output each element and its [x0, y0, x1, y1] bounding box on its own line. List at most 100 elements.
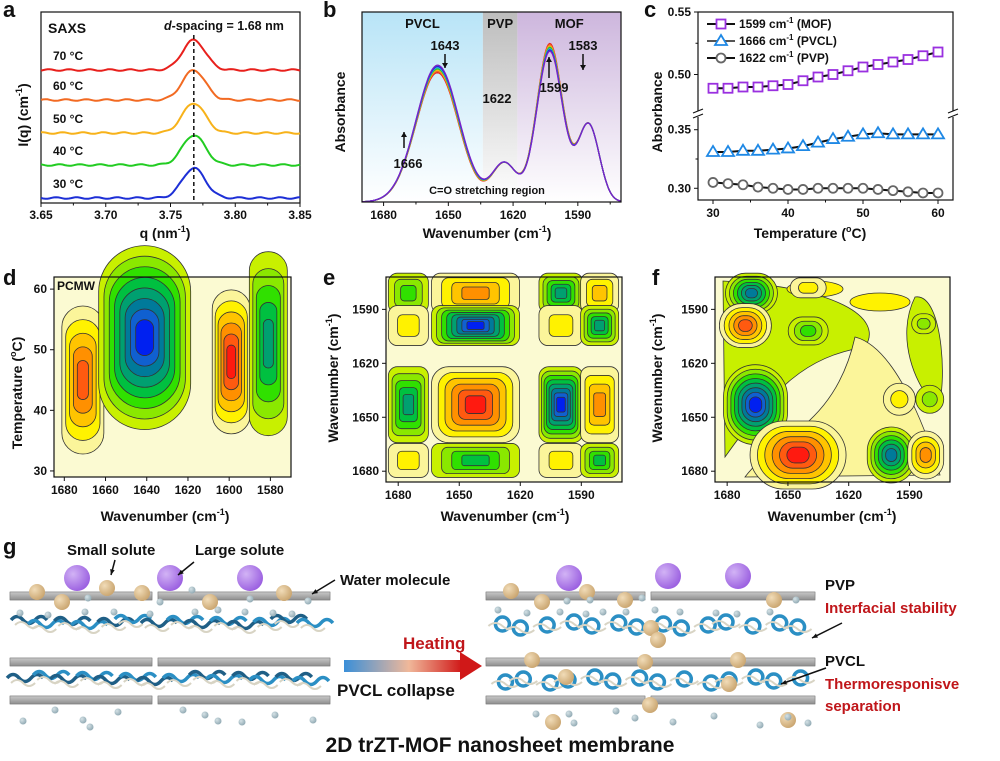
a-series-label: 40 °C	[53, 144, 83, 158]
f-y-tick-label: 1620	[681, 356, 708, 370]
pvp-chain	[296, 682, 322, 690]
a-x-tick-label: 3.85	[288, 208, 312, 222]
e-contour-negative	[556, 396, 566, 413]
pvcl-label: PVCL	[825, 653, 865, 670]
b-region-pvcl	[362, 12, 483, 202]
e-contour-negative	[400, 285, 417, 302]
water-molecule-sphere	[86, 723, 94, 731]
c-point-square	[707, 82, 719, 94]
b-annotation-1666: 1666	[394, 156, 423, 171]
panel-b-ftir-chart: b PVCL PVP MOF 1680 1650 1620 1590 1643 1622 1599…	[323, 0, 622, 241]
c-legend-label: 1599 cm-1 (MOF)	[739, 16, 832, 31]
water-molecule-sphere	[532, 710, 540, 718]
c-x-tick-label: 40	[781, 206, 795, 220]
panel-f-asynchronous-contour: f 1680 1650 1620 1590 1590 1620 1650 1680 Waven…	[648, 265, 951, 524]
d-y-tick-label: 40	[34, 403, 48, 417]
water-molecule-sphere	[651, 606, 659, 614]
a-x-tick-label: 3.75	[159, 208, 183, 222]
c-point-circle	[902, 186, 914, 198]
small-solute-sphere	[134, 585, 150, 601]
pvcl-pointer-head	[781, 679, 787, 685]
pvp-chain	[535, 681, 565, 689]
c-y-tick-label: 0.35	[668, 123, 692, 137]
a-x-tick-label: 3.80	[224, 208, 248, 222]
pvp-chain	[256, 623, 283, 631]
a-series-label: 60 °C	[53, 79, 83, 93]
pvp-chain	[96, 681, 123, 689]
pvcl-extended-chain	[5, 672, 45, 684]
panel-label-f: f	[652, 265, 660, 290]
pvp-chain	[187, 625, 213, 633]
c-point-triangle	[855, 126, 871, 140]
e-y-axis-label: Wavenumber (cm-1)	[324, 314, 341, 443]
c-point-circle	[887, 185, 899, 197]
b-spectrum-line	[362, 50, 622, 203]
small-solute-sphere	[99, 580, 115, 596]
pvp-chain	[490, 680, 521, 688]
pvcl-extended-chain	[113, 613, 153, 625]
e-contour-positive	[548, 314, 574, 337]
b-y-axis-label: Absorbance	[332, 71, 348, 152]
water-molecule-sphere	[766, 608, 774, 616]
d-x-tick-label: 1620	[175, 483, 202, 497]
nanosheet-layer	[157, 657, 331, 667]
water-molecule-sphere	[570, 719, 578, 727]
e-contour-positive	[397, 314, 420, 337]
c-y-tick-label: 0.30	[668, 181, 692, 195]
panel-label-d: d	[3, 265, 16, 290]
e-y-tick-label: 1590	[352, 302, 379, 316]
water-molecule-sphere	[586, 596, 594, 604]
large-solute-sphere	[655, 563, 681, 589]
d-x-tick-label: 1660	[92, 483, 119, 497]
panel-e-synchronous-contour: e 1680 1650 1620 1590 1590 1620 1650 1680 Waven…	[323, 265, 623, 524]
f-plot-frame	[714, 276, 951, 483]
water-molecule-sphere	[669, 718, 677, 726]
nanosheet-layer	[650, 591, 816, 601]
e-contour-positive	[548, 450, 574, 471]
water-molecule-sphere	[79, 716, 87, 724]
f-contour-negative	[885, 448, 898, 462]
pvp-chain	[738, 624, 768, 632]
panel-g-membrane-schematic: g Small solute Large solute Water molecu…	[3, 534, 959, 757]
pvcl-extended-chain	[248, 674, 287, 686]
c-point-circle	[797, 184, 809, 195]
pvp-chain	[230, 626, 257, 634]
c-point-circle	[707, 177, 719, 188]
c-point-square	[767, 80, 779, 92]
c-legend-marker-square	[715, 18, 727, 30]
panel-d-pcmw-contour: d 1680 1660 1640 1620 1600 1580 30 40 50 60 PCMW W…	[3, 245, 292, 524]
water-molecule-sphere	[51, 706, 59, 714]
pvp-chain	[693, 623, 723, 631]
pvcl-extended-chain	[295, 617, 335, 629]
pvcl-extended-chain	[182, 618, 222, 630]
nanosheet-layer	[9, 657, 153, 667]
c-point-triangle	[870, 125, 886, 139]
a-y-axis-label: I(q) (cm-1)	[14, 83, 31, 146]
c-axis-break-gap-right	[949, 111, 957, 117]
f-contour-negative	[921, 391, 938, 408]
water-molecule-sphere	[556, 608, 564, 616]
f-contour-negative	[800, 325, 817, 337]
nanosheet-layer	[157, 591, 331, 601]
e-contour-positive	[397, 450, 420, 471]
nanosheet-layer	[9, 695, 153, 705]
interfacial-stability-label: Interfacial stability	[825, 600, 957, 617]
water-molecule-sphere	[631, 714, 639, 722]
panel-label-a: a	[3, 0, 16, 22]
pvcl-extended-chain	[135, 675, 175, 687]
f-contour-positive	[890, 390, 909, 409]
c-y-tick-label: 0.50	[668, 68, 692, 82]
f-contour-positive	[786, 446, 810, 464]
nanosheet-layer	[157, 695, 331, 705]
f-y-tick-label: 1590	[681, 302, 708, 316]
small-solute-sphere	[29, 584, 45, 600]
c-point-circle	[857, 182, 869, 194]
water-molecule-sphere	[756, 721, 764, 729]
e-contour-negative	[402, 394, 415, 416]
c-point-triangle	[840, 128, 856, 142]
c-point-triangle	[900, 126, 916, 140]
pvcl-extended-chain	[161, 672, 201, 684]
small-solute-sphere	[766, 592, 782, 608]
water-molecule-sphere	[733, 610, 741, 618]
c-point-square	[797, 75, 809, 87]
